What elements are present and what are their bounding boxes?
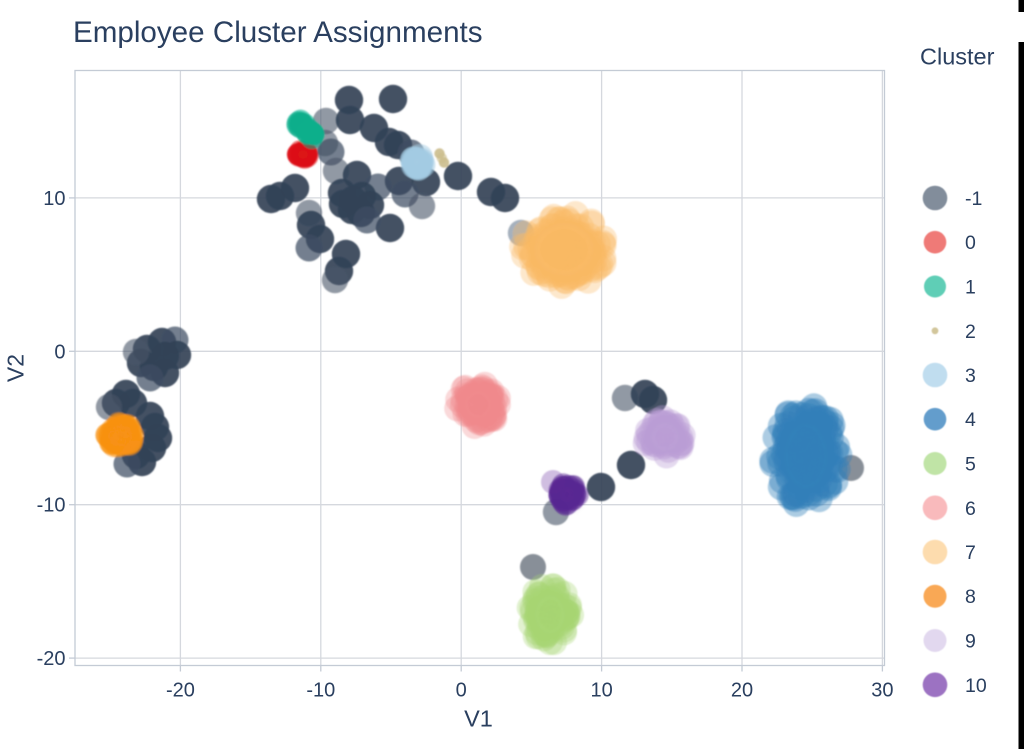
svg-text:5: 5	[965, 454, 976, 476]
svg-text:0: 0	[456, 680, 467, 702]
svg-text:V1: V1	[464, 706, 493, 732]
svg-text:0: 0	[965, 232, 976, 254]
svg-text:-10: -10	[306, 680, 335, 702]
svg-text:6: 6	[965, 498, 976, 520]
svg-text:-1: -1	[965, 188, 982, 210]
svg-text:-20: -20	[166, 680, 195, 702]
svg-text:10: 10	[43, 188, 65, 210]
svg-text:-20: -20	[37, 648, 66, 670]
svg-text:7: 7	[965, 542, 976, 564]
svg-text:V2: V2	[3, 354, 29, 382]
svg-text:10: 10	[590, 680, 612, 702]
svg-text:Employee Cluster Assignments: Employee Cluster Assignments	[73, 16, 483, 49]
svg-text:2: 2	[965, 321, 976, 343]
svg-text:30: 30	[871, 680, 893, 702]
svg-text:20: 20	[731, 680, 753, 702]
svg-text:-10: -10	[37, 495, 66, 517]
svg-text:0: 0	[54, 341, 65, 363]
svg-text:4: 4	[965, 409, 976, 431]
svg-text:3: 3	[965, 365, 976, 387]
svg-text:8: 8	[965, 586, 976, 608]
svg-text:10: 10	[965, 675, 987, 697]
svg-text:9: 9	[965, 631, 976, 653]
svg-text:Cluster: Cluster	[920, 44, 995, 70]
svg-text:1: 1	[965, 277, 976, 299]
